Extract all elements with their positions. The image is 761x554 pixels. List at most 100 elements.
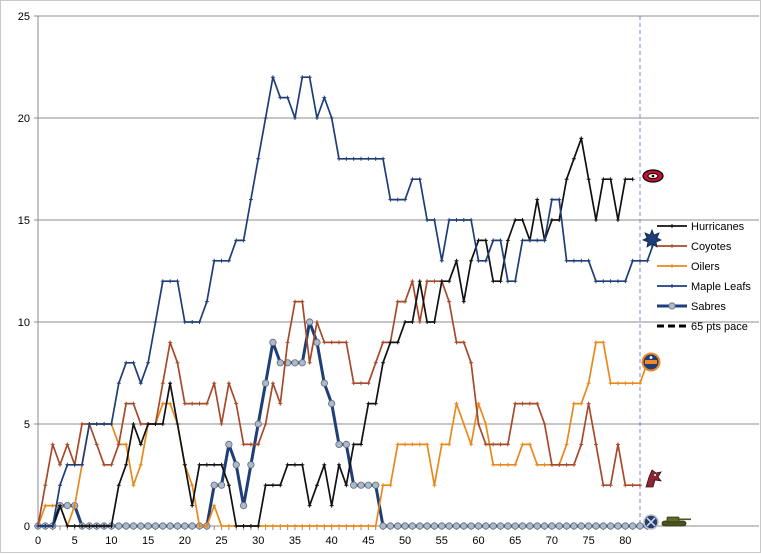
data-point	[432, 320, 437, 324]
data-point	[122, 522, 130, 530]
data-point	[395, 442, 400, 447]
data-point	[124, 401, 129, 406]
x-tick-label: 25	[215, 535, 227, 547]
data-point	[72, 524, 77, 528]
data-point	[138, 442, 143, 447]
data-point	[564, 258, 569, 263]
x-tick-label: 5	[72, 535, 78, 547]
data-point	[226, 258, 231, 263]
data-point	[151, 522, 160, 530]
data-point	[342, 440, 350, 448]
data-point	[623, 483, 628, 488]
data-point	[359, 524, 364, 528]
data-point	[423, 522, 431, 530]
data-point	[153, 422, 158, 426]
data-point	[386, 522, 394, 530]
data-point	[87, 524, 92, 528]
data-point	[190, 483, 195, 488]
data-point	[204, 401, 209, 406]
data-point	[168, 401, 173, 406]
data-point	[549, 197, 554, 202]
data-point	[571, 258, 576, 263]
data-point	[357, 481, 365, 489]
data-point	[270, 75, 275, 80]
data-point	[439, 442, 444, 447]
data-point	[535, 401, 540, 406]
data-point	[337, 524, 341, 528]
data-point	[190, 503, 195, 508]
data-point	[381, 360, 386, 365]
data-point	[247, 461, 255, 469]
x-tick-label: 40	[326, 535, 338, 547]
data-point	[350, 481, 358, 489]
data-point	[366, 401, 371, 406]
x-tick-label: 35	[289, 535, 301, 547]
data-point	[461, 422, 466, 426]
x-tick-label: 60	[472, 535, 484, 547]
data-point	[483, 442, 488, 447]
legend-label: Maple Leafs	[691, 281, 751, 293]
data-point	[579, 442, 584, 447]
data-point	[344, 340, 349, 345]
data-point	[489, 522, 497, 530]
data-point	[549, 462, 554, 467]
data-point	[197, 524, 202, 528]
data-point	[527, 442, 532, 447]
data-point	[226, 381, 231, 386]
data-point	[395, 299, 400, 304]
data-point	[329, 340, 334, 345]
data-point	[314, 524, 319, 528]
data-point	[138, 462, 143, 467]
maple-leafs-logo-icon	[642, 228, 662, 248]
x-tick-label: 20	[179, 535, 191, 547]
legend-label: Oilers	[691, 261, 720, 273]
data-point	[483, 258, 488, 263]
data-point	[535, 197, 540, 202]
data-point	[593, 340, 598, 345]
x-tick-label: 70	[546, 535, 558, 547]
data-point	[175, 422, 180, 426]
data-point	[608, 279, 613, 284]
data-point	[278, 524, 283, 528]
axes: 0 5 10 15 20 25 0 5 10 15 20 25 30 35 40 45 50 55 60 65 70 75…	[18, 11, 759, 547]
data-point	[285, 340, 290, 345]
data-point	[505, 238, 510, 243]
data-point	[403, 442, 408, 447]
legend: Hurricanes Coyotes Oilers Maple Leafs Sabres…	[657, 221, 751, 333]
data-point	[571, 156, 576, 161]
data-point	[394, 522, 402, 530]
data-point	[417, 442, 422, 447]
x-tick-label: 45	[362, 535, 374, 547]
data-point	[160, 401, 165, 406]
data-point	[467, 522, 475, 530]
data-point	[474, 522, 483, 530]
data-point	[254, 420, 262, 428]
data-point	[278, 95, 283, 100]
data-point	[527, 401, 532, 406]
y-tick-label: 20	[18, 113, 30, 125]
data-point	[601, 177, 606, 182]
x-tick-label: 65	[509, 535, 521, 547]
data-point	[461, 218, 466, 222]
data-point	[351, 381, 356, 386]
data-point	[359, 381, 364, 386]
data-point	[381, 156, 386, 161]
y-tick-label: 0	[24, 521, 30, 533]
data-point	[234, 401, 239, 406]
data-point	[50, 503, 55, 508]
data-point	[307, 503, 312, 508]
x-tick-label: 10	[105, 535, 117, 547]
data-point	[557, 462, 562, 467]
data-point	[614, 522, 622, 530]
data-point	[278, 401, 283, 406]
data-point	[72, 462, 77, 467]
data-point	[410, 442, 415, 447]
data-point	[344, 483, 349, 488]
data-point	[225, 440, 233, 448]
data-point	[586, 401, 591, 406]
data-point	[300, 524, 305, 528]
data-point	[636, 522, 644, 530]
x-tick-label: 50	[399, 535, 411, 547]
data-point	[410, 279, 415, 284]
